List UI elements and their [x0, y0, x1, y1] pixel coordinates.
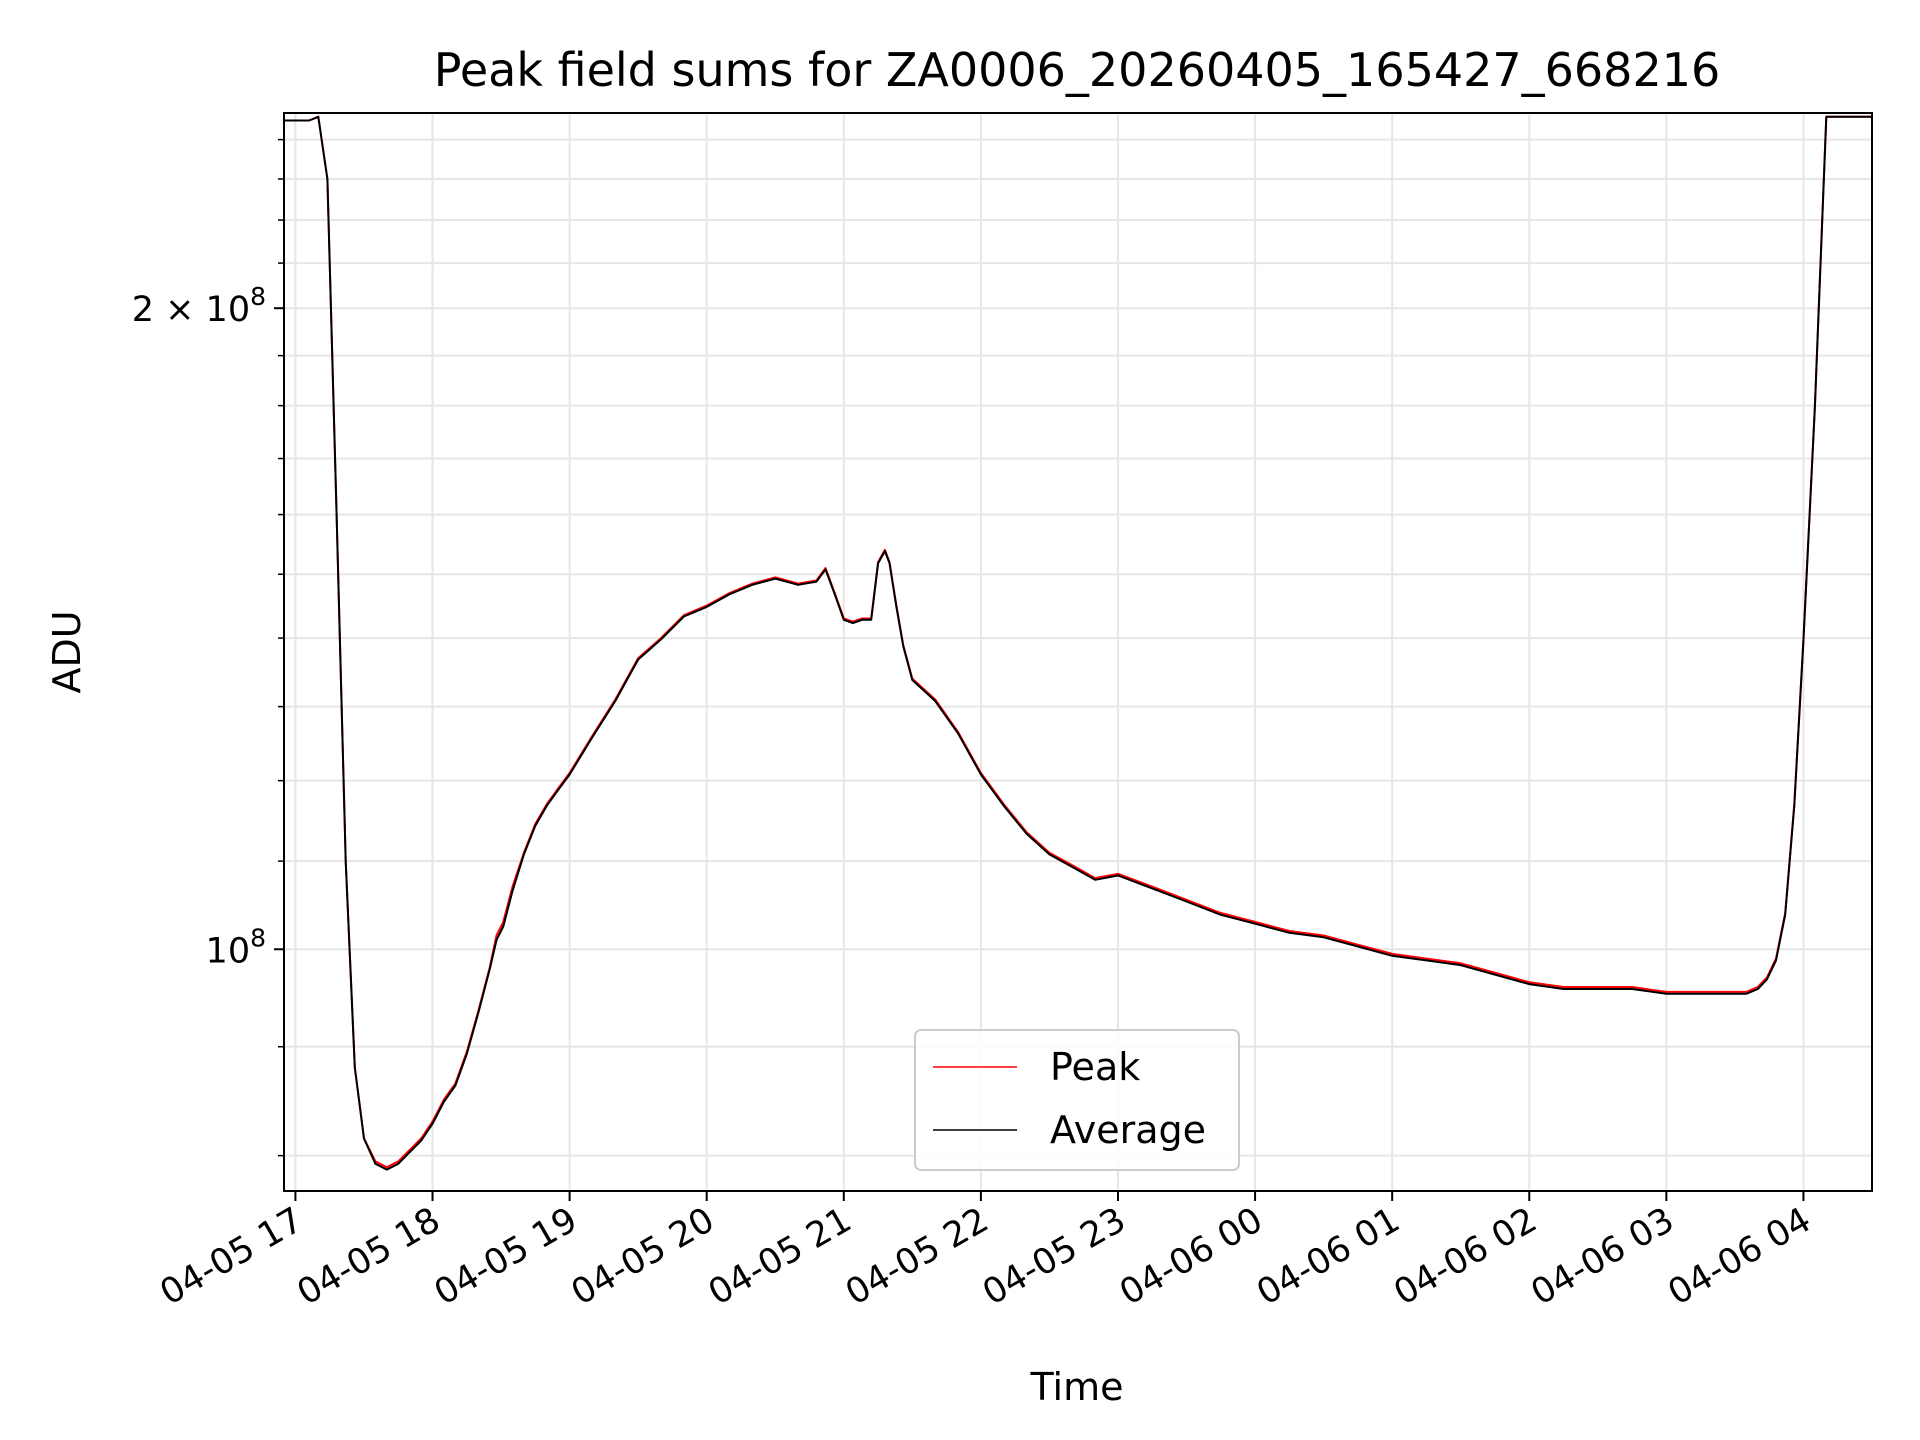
y-axis-ticks: 108 2 × 108: [132, 138, 284, 1157]
legend-label-average: Average: [1050, 1108, 1206, 1152]
x-axis-label: Time: [1030, 1365, 1124, 1409]
plot-area-frame: [283, 112, 1873, 1192]
legend-label-peak: Peak: [1050, 1045, 1140, 1089]
series-line-average: [284, 115, 1872, 1171]
legend-box: [914, 1029, 1240, 1171]
series-lines: [284, 115, 1872, 1171]
legend: Peak Average: [914, 1029, 1240, 1171]
y-axis-label: ADU: [45, 610, 89, 693]
y-tick-label: 2 × 108: [132, 282, 266, 330]
y-tick-label: 108: [206, 923, 266, 971]
chart-title: Peak field sums for ZA0006_20260405_1654…: [434, 43, 1721, 97]
